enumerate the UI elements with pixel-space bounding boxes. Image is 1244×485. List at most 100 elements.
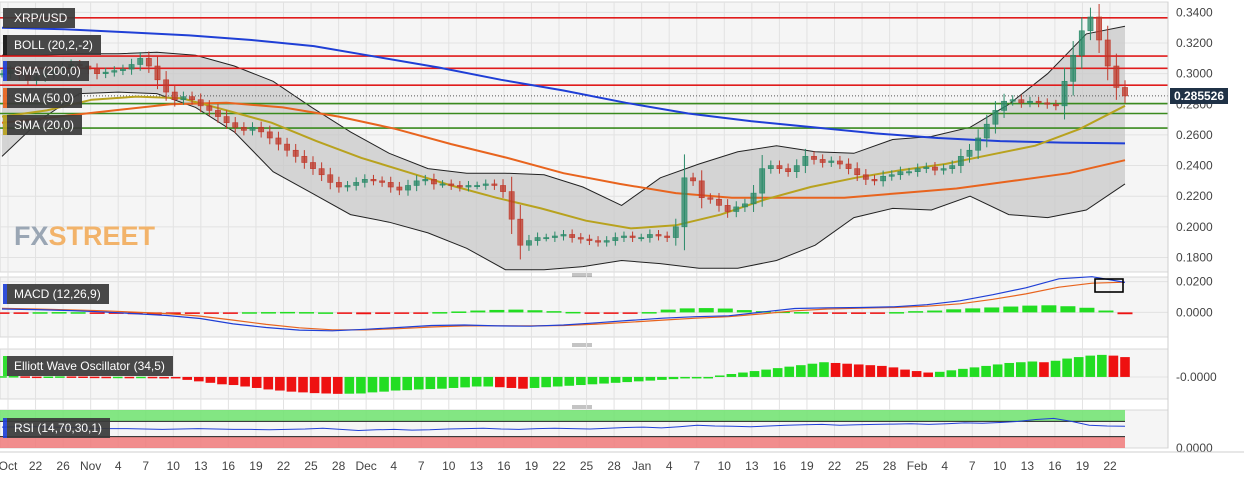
legend-rsi[interactable]: RSI (14,70,30,1) bbox=[3, 418, 111, 438]
candle-body bbox=[603, 240, 610, 243]
x-tick-label: 28 bbox=[607, 459, 621, 473]
candle-body bbox=[906, 171, 912, 174]
x-tick-label: 19 bbox=[525, 459, 539, 473]
ewo-bar bbox=[911, 371, 922, 377]
ewo-bar bbox=[182, 376, 193, 380]
legend-swatch bbox=[3, 8, 7, 28]
ewo-bar bbox=[309, 376, 320, 394]
macd-histogram-bar bbox=[1060, 306, 1076, 313]
x-tick-label: 13 bbox=[745, 459, 759, 473]
macd-histogram-bar bbox=[527, 310, 543, 313]
candle-body bbox=[318, 168, 325, 176]
candle-body bbox=[413, 180, 420, 186]
ewo-bar bbox=[1004, 362, 1015, 377]
rsi-oversold-zone bbox=[0, 436, 1125, 448]
candle-body bbox=[102, 71, 109, 74]
legend-swatch bbox=[3, 418, 7, 438]
ewo-bar bbox=[680, 376, 690, 379]
candle-body bbox=[750, 192, 757, 205]
ewo-bar bbox=[170, 376, 181, 379]
candle-body bbox=[837, 160, 843, 165]
ewo-bar bbox=[321, 376, 331, 394]
macd-line bbox=[1, 276, 1126, 332]
legend-bollinger[interactable]: BOLL (20,2,-2) bbox=[3, 35, 101, 55]
ewo-bar bbox=[1073, 357, 1084, 377]
candle-body bbox=[1104, 39, 1111, 67]
ewo-bar bbox=[877, 365, 887, 377]
ewo-bar bbox=[749, 371, 760, 377]
macd-histogram-bar bbox=[394, 312, 410, 314]
macd-histogram-bar bbox=[793, 312, 809, 314]
candle-body bbox=[949, 165, 956, 169]
ewo-bar bbox=[645, 376, 656, 381]
macd-histogram-bar bbox=[299, 312, 315, 314]
ewo-bar bbox=[344, 376, 355, 394]
macd-histogram-bar bbox=[451, 311, 467, 313]
pane-resize-handle[interactable] bbox=[572, 273, 592, 277]
candle-body bbox=[569, 234, 576, 238]
ewo-bar bbox=[1097, 354, 1107, 377]
x-tick-label: 10 bbox=[718, 459, 732, 473]
legend-sma50[interactable]: SMA (50,0) bbox=[3, 88, 83, 108]
x-tick-label: 22 bbox=[828, 459, 842, 473]
x-tick-label: 19 bbox=[1076, 459, 1090, 473]
candle-body bbox=[474, 185, 481, 187]
candle-body bbox=[1078, 30, 1085, 56]
candle-body bbox=[742, 203, 748, 208]
ewo-bar bbox=[275, 376, 285, 391]
ewo-bar bbox=[1120, 357, 1130, 377]
x-tick-label: 16 bbox=[222, 459, 236, 473]
candle-body bbox=[966, 149, 973, 157]
candle-body bbox=[932, 166, 938, 171]
x-tick-label: Jan bbox=[632, 459, 651, 473]
x-tick-label: 10 bbox=[442, 459, 456, 473]
ewo-bar bbox=[43, 376, 54, 378]
ewo-bar bbox=[20, 376, 30, 378]
candle-body bbox=[353, 182, 360, 186]
candle-body bbox=[327, 174, 334, 183]
x-tick-label: Nov bbox=[80, 459, 101, 473]
ewo-bar bbox=[610, 376, 621, 383]
macd-histogram-bar bbox=[717, 308, 733, 313]
ewo-bar bbox=[413, 376, 424, 390]
ewo-bar bbox=[1050, 360, 1061, 377]
x-tick-label: 13 bbox=[1021, 459, 1035, 473]
macd-histogram-bar bbox=[1003, 306, 1019, 313]
legend-swatch bbox=[3, 356, 7, 376]
candle-body bbox=[543, 237, 550, 240]
ewo-bar bbox=[251, 376, 262, 388]
candle-body bbox=[759, 168, 766, 194]
x-tick-label: 16 bbox=[773, 459, 787, 473]
ewo-bar bbox=[865, 365, 876, 377]
ewo-bar bbox=[587, 376, 598, 385]
rsi-line bbox=[1, 417, 1126, 432]
legend-sma200[interactable]: SMA (200,0) bbox=[3, 61, 89, 81]
ewo-bar bbox=[900, 369, 910, 377]
y-tick-label: 0.2600 bbox=[1176, 128, 1213, 142]
candle-body bbox=[275, 137, 282, 145]
ewo-bar bbox=[969, 367, 980, 377]
legend-ewo[interactable]: Elliott Wave Oscillator (34,5) bbox=[3, 356, 173, 376]
candle-body bbox=[724, 205, 731, 212]
pane-resize-handle[interactable] bbox=[572, 343, 592, 347]
ewo-bar bbox=[853, 364, 864, 377]
macd-histogram-bar bbox=[603, 312, 619, 314]
candle-body bbox=[223, 116, 230, 123]
legend-symbol[interactable]: XRP/USD bbox=[3, 8, 76, 28]
candle-body bbox=[957, 156, 964, 166]
pane-resize-handle[interactable] bbox=[572, 405, 592, 409]
legend-macd[interactable]: MACD (12,26,9) bbox=[3, 284, 109, 304]
candle-body bbox=[301, 156, 308, 163]
candle-body bbox=[240, 126, 247, 131]
macd-histogram-bar bbox=[679, 308, 695, 313]
ewo-bar bbox=[263, 376, 274, 390]
ewo-bar bbox=[356, 376, 366, 394]
macd-histogram-bar bbox=[51, 312, 67, 314]
macd-histogram-bar bbox=[165, 312, 181, 315]
ewo-bar bbox=[286, 376, 297, 392]
x-tick-label: Feb bbox=[907, 459, 928, 473]
x-tick-label: 13 bbox=[470, 459, 484, 473]
x-tick-label: 7 bbox=[693, 459, 700, 473]
candle-body bbox=[664, 235, 671, 238]
legend-sma20[interactable]: SMA (20,0) bbox=[3, 115, 83, 135]
